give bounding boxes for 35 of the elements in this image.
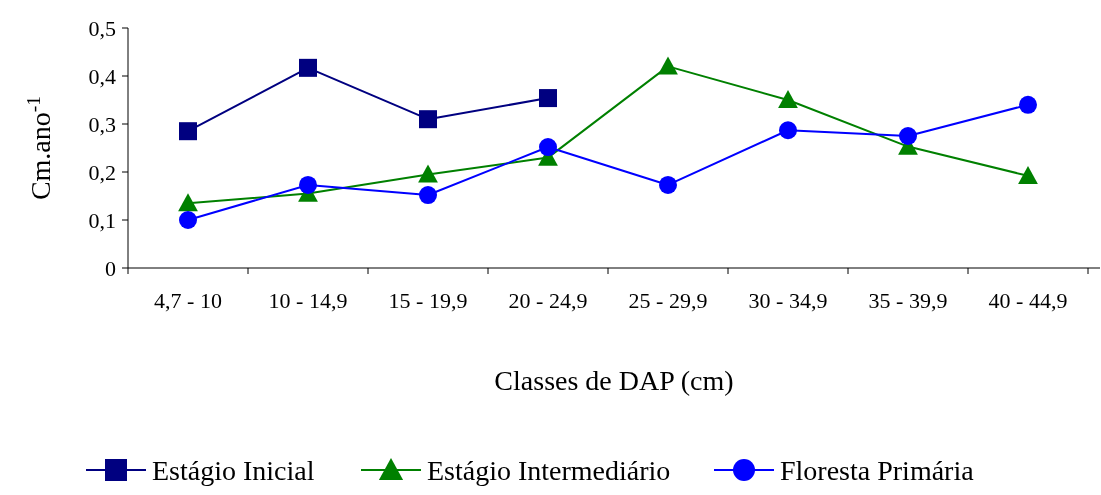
y-tick-label: 0,5 [88, 15, 116, 41]
x-tick-label: 20 - 24,9 [508, 288, 588, 313]
x-tick-label: 35 - 39,9 [868, 288, 948, 313]
point [778, 90, 798, 109]
legend-label: Estágio Intermediário [427, 454, 671, 486]
legend-label: Floresta Primária [780, 454, 975, 486]
point [658, 56, 678, 75]
x-axis-title: Classes de DAP (cm) [494, 365, 734, 396]
point [779, 121, 797, 140]
x-tick-label: 10 - 14,9 [268, 288, 348, 313]
x-tick-label: 15 - 19,9 [388, 288, 468, 313]
x-tick-label: 4,7 - 10 [154, 288, 222, 313]
point [299, 58, 317, 77]
y-tick-label: 0,2 [88, 159, 116, 185]
y-tick-label: 0 [105, 255, 116, 281]
point [1018, 165, 1038, 184]
y-tick-label: 0,1 [88, 207, 116, 233]
point [419, 186, 437, 205]
legend-label: Estágio Inicial [152, 454, 315, 486]
point [418, 164, 438, 183]
point [179, 122, 197, 141]
point [178, 193, 198, 212]
point [179, 211, 197, 229]
point [659, 175, 677, 194]
point [539, 89, 557, 108]
point [299, 175, 317, 194]
point [539, 138, 557, 157]
point [899, 127, 917, 145]
point [419, 110, 437, 129]
y-tick-label: 0,4 [88, 63, 116, 89]
y-tick-label: 0,3 [88, 111, 116, 137]
x-tick-label: 25 - 29,9 [628, 288, 708, 313]
x-tick-label: 30 - 34,9 [748, 288, 828, 313]
point [1019, 95, 1037, 114]
x-tick-label: 40 - 44,9 [988, 288, 1068, 313]
